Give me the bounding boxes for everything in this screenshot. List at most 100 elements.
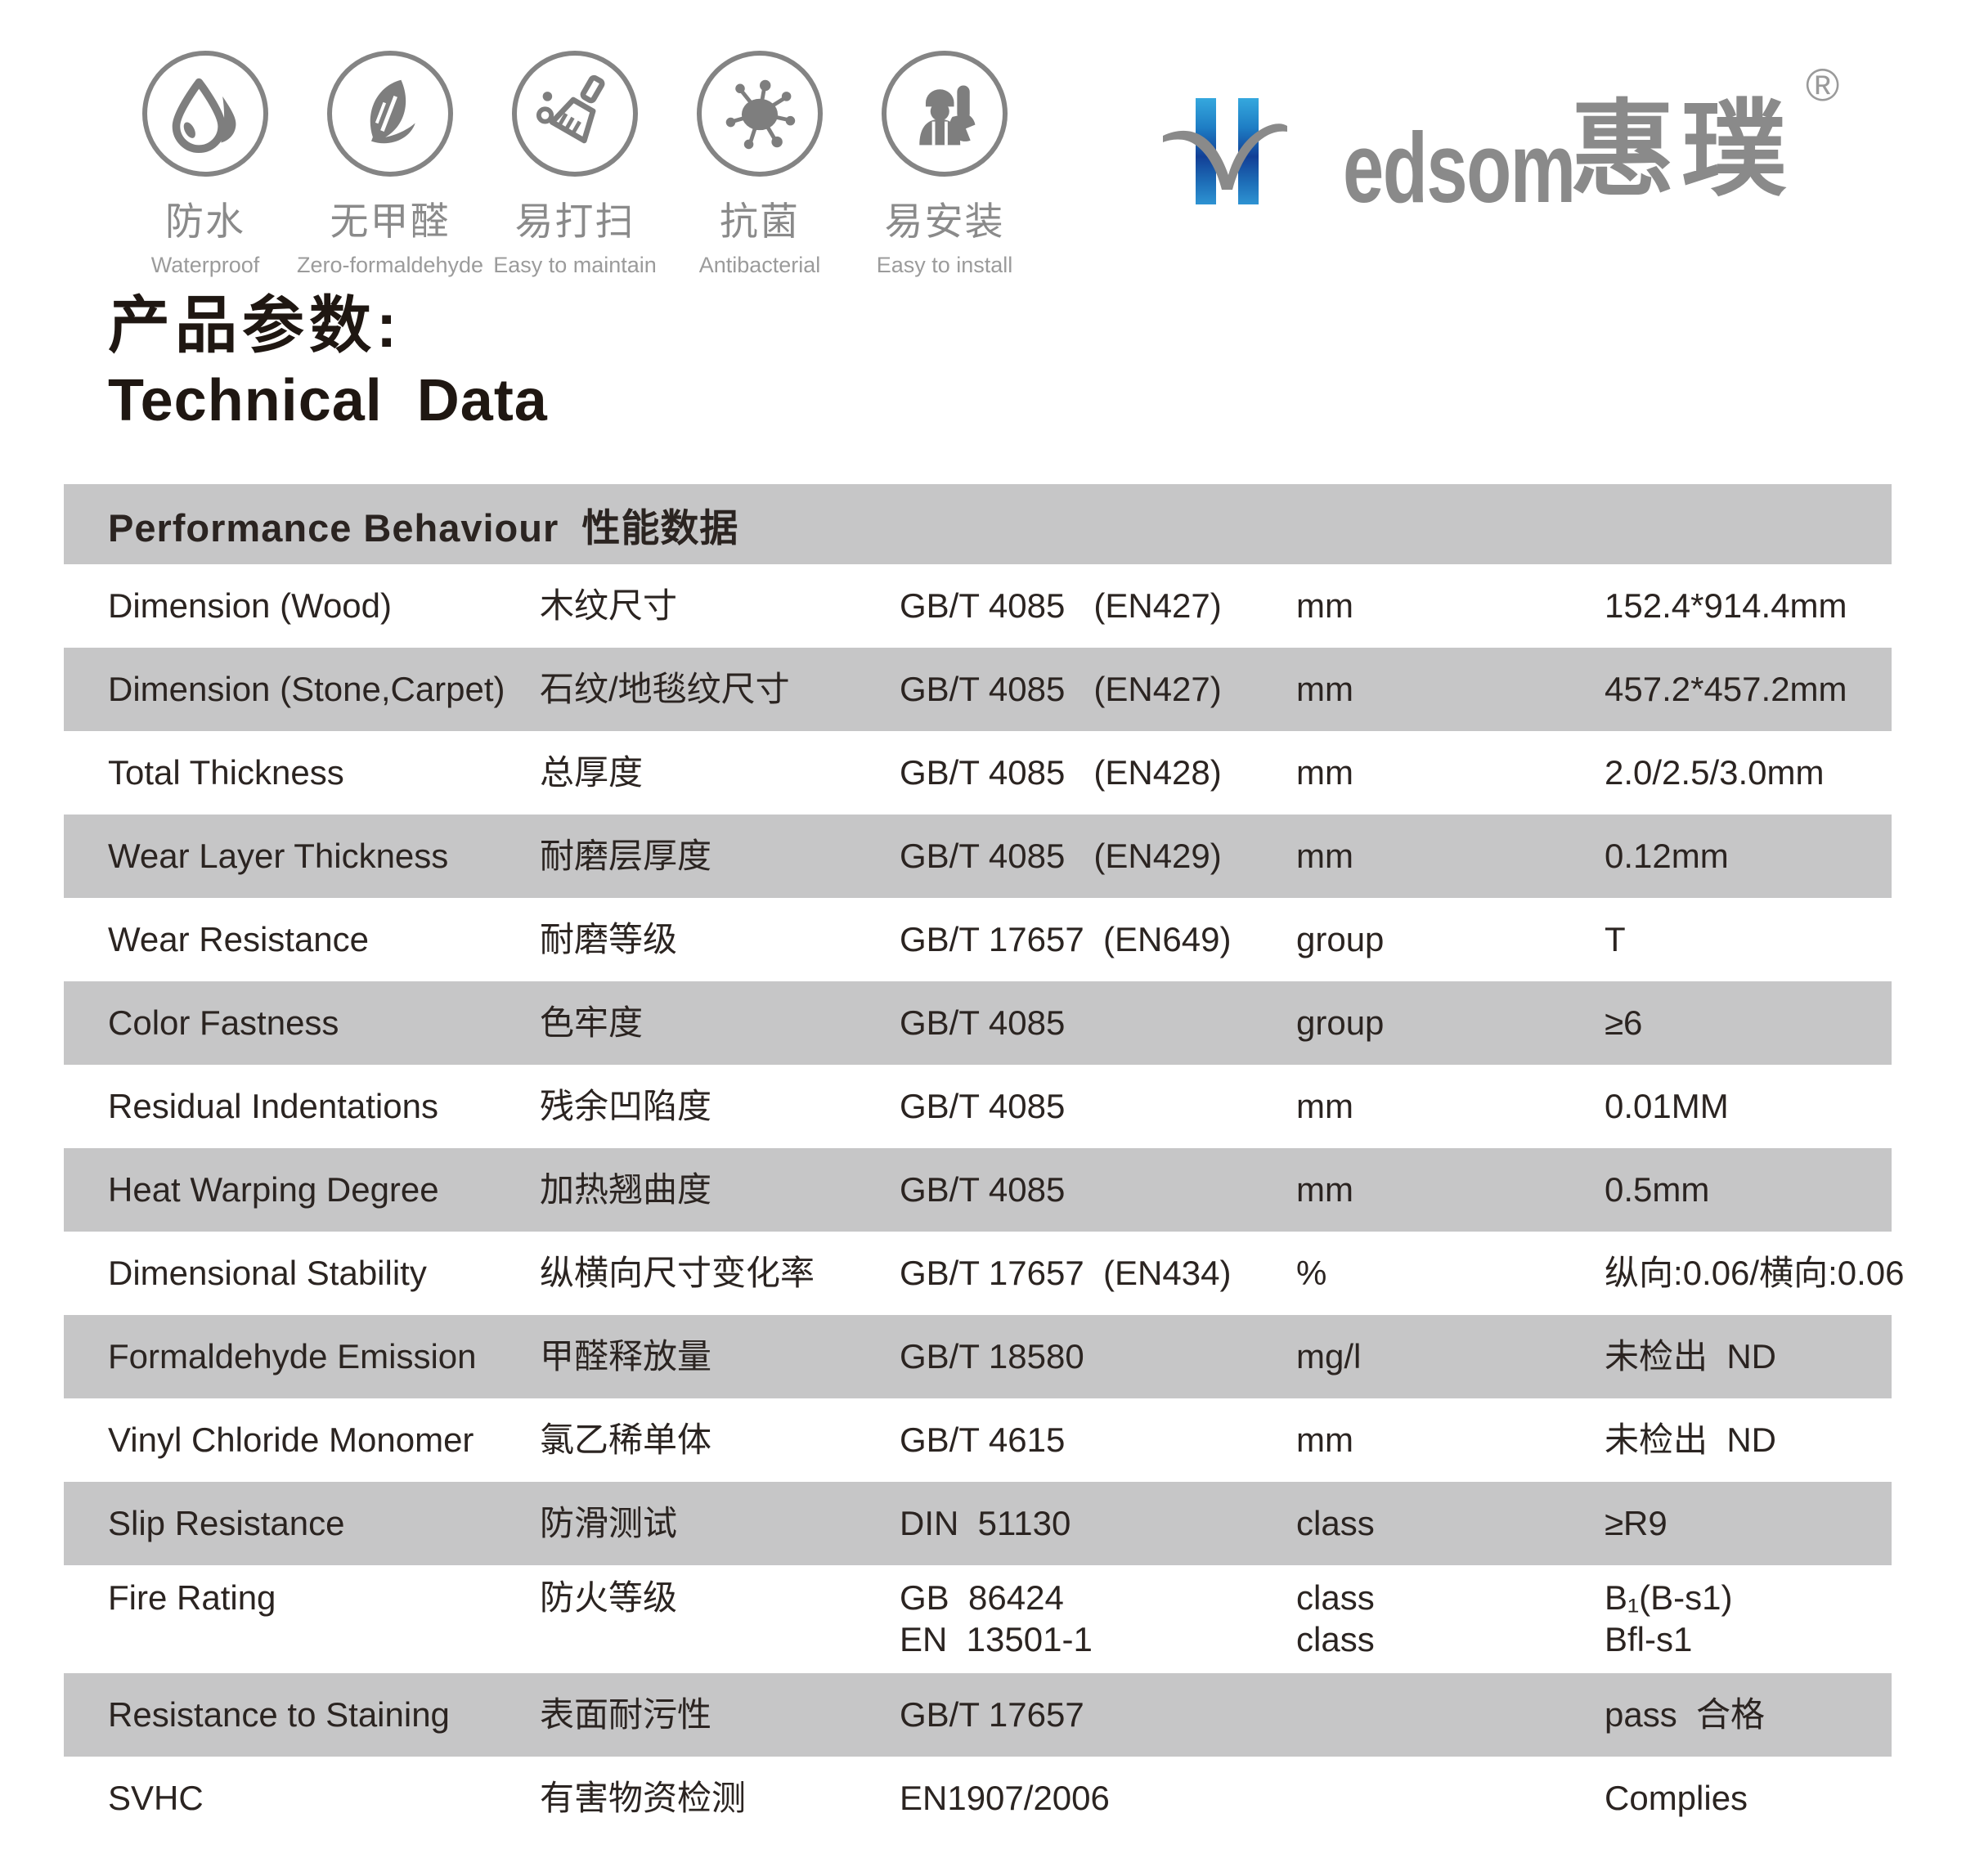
col-cn: 残余凹陷度 xyxy=(540,1087,712,1126)
col-standard: EN1907/2006 xyxy=(900,1779,1110,1818)
col-value: 纵向:0.06/横向:0.06 xyxy=(1605,1254,1905,1293)
table-row: Color Fastness 色牢度 GB/T 4085 group ≥6 xyxy=(64,981,1892,1065)
feature-easy-to-maintain: 易打扫 Easy to maintain xyxy=(483,51,667,278)
col-cn: 表面耐污性 xyxy=(540,1695,712,1735)
col-standard: GB/T 4085 (EN427) xyxy=(900,670,1222,709)
table-row: Wear Layer Thickness 耐磨层厚度 GB/T 4085 (EN42… xyxy=(64,815,1892,898)
col-value: ≥R9 xyxy=(1605,1504,1668,1543)
col-name: Vinyl Chloride Monomer xyxy=(108,1420,474,1460)
feature-label-zh: 防水 xyxy=(165,200,245,243)
col-standard: GB 86424 EN 13501-1 xyxy=(900,1578,1093,1659)
page-title: 产品参数: Technical Data xyxy=(108,291,548,434)
col-name: Wear Resistance xyxy=(108,920,370,959)
feature-label-en: Easy to maintain xyxy=(493,253,657,277)
feature-antibacterial: 抗菌 Antibacterial xyxy=(667,51,852,278)
col-name: Dimension (Wood) xyxy=(108,586,393,626)
col-unit: mm xyxy=(1296,753,1353,792)
col-cn: 有害物资检测 xyxy=(540,1779,747,1818)
col-standard: GB/T 18580 xyxy=(900,1337,1084,1376)
water-drop-icon xyxy=(142,51,268,177)
hedsom-h-emblem-icon xyxy=(1163,98,1287,204)
performance-table: Performance Behaviour 性能数据 Dimension (Wo… xyxy=(64,484,1905,1840)
table-row: Vinyl Chloride Monomer 氯乙稀单体 GB/T 4615 mm 未检… xyxy=(64,1398,1892,1482)
col-name: SVHC xyxy=(108,1779,204,1818)
col-value: pass 合格 xyxy=(1605,1695,1766,1735)
col-unit: mm xyxy=(1296,1170,1353,1210)
col-value: 0.5mm xyxy=(1605,1170,1710,1210)
feature-label-en: Zero-formaldehyde xyxy=(296,253,484,277)
col-value: 457.2*457.2mm xyxy=(1605,670,1847,709)
col-standard: DIN 51130 xyxy=(900,1504,1071,1543)
feature-zero-formaldehyde: 无甲醛 Zero-formaldehyde xyxy=(296,51,484,278)
col-standard: GB/T 17657 xyxy=(900,1695,1084,1735)
col-value: 152.4*914.4mm xyxy=(1605,586,1847,626)
feature-label-zh: 无甲醛 xyxy=(330,200,451,243)
col-standard: GB/T 4615 xyxy=(900,1420,1066,1460)
table-row: Dimensional Stability 纵横向尺寸变化率 GB/T 17657 … xyxy=(64,1232,1905,1315)
col-cn: 石纹/地毯纹尺寸 xyxy=(540,670,790,709)
feature-label-en: Easy to install xyxy=(876,253,1013,277)
col-cn: 纵横向尺寸变化率 xyxy=(540,1254,815,1293)
feature-label-zh: 抗菌 xyxy=(720,200,800,243)
col-cn: 加热翘曲度 xyxy=(540,1170,712,1210)
col-unit: mm xyxy=(1296,837,1353,876)
col-cn: 氯乙稀单体 xyxy=(540,1420,712,1460)
table-row: Resistance to Staining 表面耐污性 GB/T 17657 pas… xyxy=(64,1673,1892,1757)
col-name: Dimension (Stone,Carpet) xyxy=(108,670,505,709)
virus-icon xyxy=(697,51,823,177)
col-value: 未检出 ND xyxy=(1605,1420,1777,1460)
table-row: Dimension (Wood) 木纹尺寸 GB/T 4085 (EN427) mm 1… xyxy=(64,564,1892,648)
col-cn: 甲醛释放量 xyxy=(540,1337,712,1376)
col-unit: group xyxy=(1296,920,1385,959)
col-name: Dimensional Stability xyxy=(108,1254,427,1293)
table-row: Residual Indentations 残余凹陷度 GB/T 4085 mm 0.0… xyxy=(64,1065,1892,1148)
col-name: Fire Rating xyxy=(108,1578,276,1617)
table-row: Fire Rating 防火等级 GB 86424 EN 13501-1 class cl… xyxy=(64,1565,1892,1673)
leaf-icon xyxy=(327,51,453,177)
col-name: Total Thickness xyxy=(108,753,344,792)
col-unit: mm xyxy=(1296,586,1353,626)
col-unit: class class xyxy=(1296,1578,1375,1659)
col-unit: group xyxy=(1296,1003,1385,1043)
table-row: Slip Resistance 防滑测试 DIN 51130 class ≥R9 xyxy=(64,1482,1892,1565)
table-header: Performance Behaviour 性能数据 xyxy=(64,484,1892,564)
col-unit: mg/l xyxy=(1296,1337,1362,1376)
col-unit: mm xyxy=(1296,1087,1353,1126)
col-value: B₁(B-s1) Bfl-s1 xyxy=(1605,1578,1733,1659)
col-name: Wear Layer Thickness xyxy=(108,837,449,876)
col-standard: GB/T 4085 xyxy=(900,1003,1066,1043)
col-name: Color Fastness xyxy=(108,1003,339,1043)
col-cn: 防火等级 xyxy=(540,1578,678,1617)
col-standard: GB/T 4085 (EN429) xyxy=(900,837,1222,876)
feature-label-zh: 易安装 xyxy=(884,200,1005,243)
table-row: SVHC 有害物资检测 EN1907/2006 Complies xyxy=(64,1757,1892,1840)
table-row: Formaldehyde Emission 甲醛释放量 GB/T 18580 mg/l… xyxy=(64,1315,1892,1398)
feature-label-en: Waterproof xyxy=(150,253,260,277)
col-value: Complies xyxy=(1605,1779,1748,1818)
table-row: Total Thickness 总厚度 GB/T 4085 (EN428) mm 2.0… xyxy=(64,731,1892,815)
table-row: Heat Warping Degree 加热翘曲度 GB/T 4085 mm 0.5mm xyxy=(64,1148,1892,1232)
page-title-zh: 产品参数: xyxy=(108,291,402,361)
col-value: 未检出 ND xyxy=(1605,1337,1777,1376)
col-unit: mm xyxy=(1296,1420,1353,1460)
col-cn: 防滑测试 xyxy=(540,1504,678,1543)
brand-logo: edsom 惠璞 ® xyxy=(1161,59,1881,221)
col-name: Formaldehyde Emission xyxy=(108,1337,477,1376)
table-body: Dimension (Wood) 木纹尺寸 GB/T 4085 (EN427) mm 1… xyxy=(64,564,1905,1840)
feature-label-en: Antibacterial xyxy=(698,253,821,277)
col-cn: 色牢度 xyxy=(540,1003,644,1043)
col-unit: % xyxy=(1296,1254,1327,1293)
col-standard: GB/T 4085 (EN427) xyxy=(900,586,1222,626)
col-name: Heat Warping Degree xyxy=(108,1170,439,1210)
col-standard: GB/T 4085 xyxy=(900,1170,1066,1210)
registered-trademark-icon: ® xyxy=(1806,59,1840,110)
col-value: 0.12mm xyxy=(1605,837,1729,876)
feature-icon-strip: 防水 Waterproof 无甲醛 Zero-formaldehyde xyxy=(113,51,1037,278)
col-standard: GB/T 4085 (EN428) xyxy=(900,753,1222,792)
feature-easy-to-install: 易安装 Easy to install xyxy=(852,51,1037,278)
col-standard: GB/T 17657 (EN649) xyxy=(900,920,1232,959)
col-cn: 耐磨等级 xyxy=(540,920,678,959)
feature-waterproof: 防水 Waterproof xyxy=(113,51,298,278)
col-standard: GB/T 4085 xyxy=(900,1087,1066,1126)
col-name: Slip Resistance xyxy=(108,1504,345,1543)
